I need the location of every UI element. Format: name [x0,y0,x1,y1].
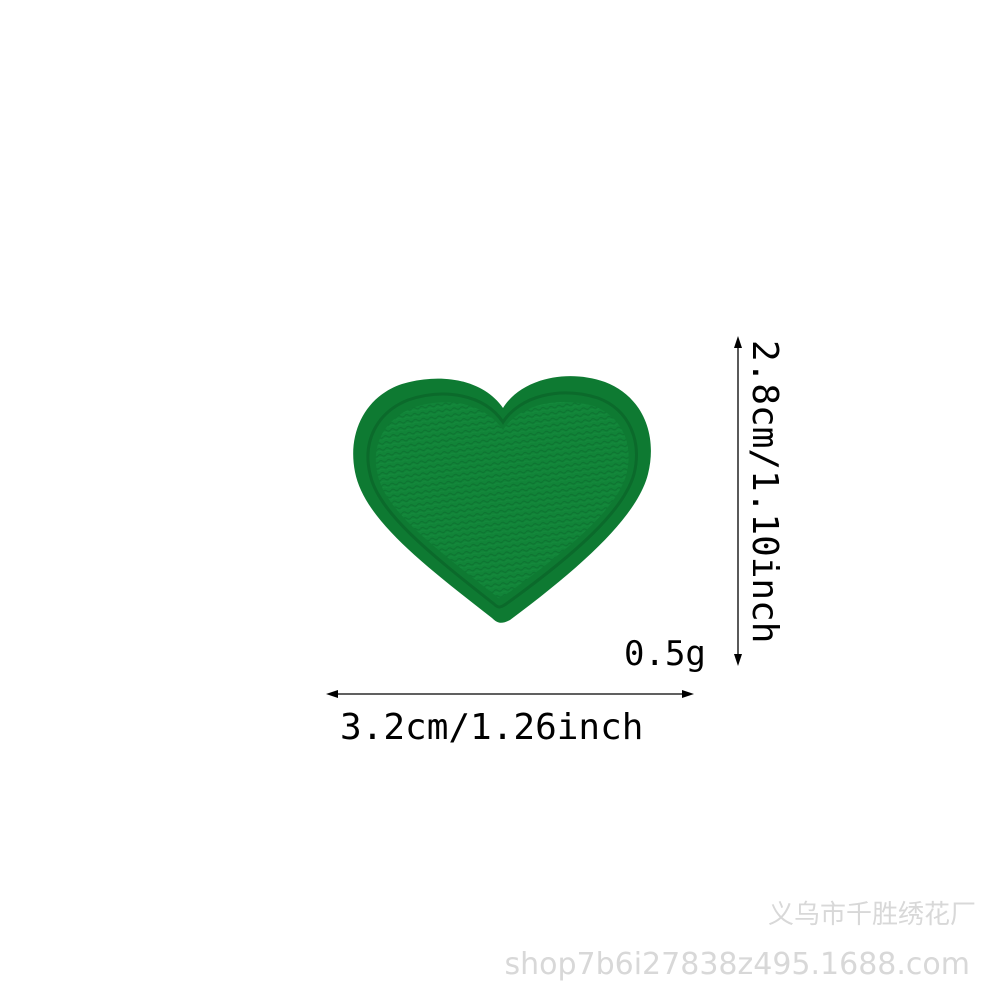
width-arrow [326,690,694,698]
watermark-shop-name: 义乌市千胜绣花厂 [767,900,976,930]
height-dimension-label: 2.8cm/1.10inch [744,340,785,644]
watermark-shop-url: shop7b6i27838z495.1688.com [504,947,970,982]
width-dimension-label: 3.2cm/1.26inch [340,707,644,748]
heart-patch-image [350,372,656,624]
weight-label: 0.5g [624,634,706,674]
heart-patch-icon [353,376,651,623]
height-arrow [734,336,742,666]
